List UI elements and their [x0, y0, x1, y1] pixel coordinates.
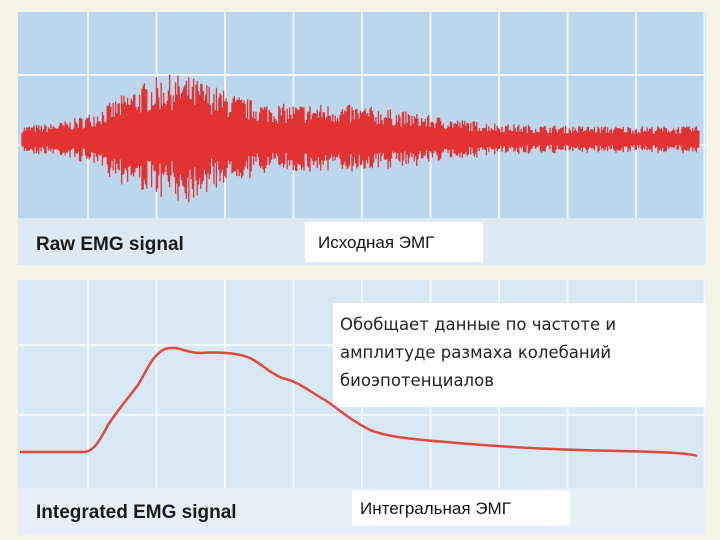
- integrated-caption: Интегральная ЭМГ: [360, 499, 511, 518]
- note-line: Обобщает данные по частоте и: [340, 315, 616, 334]
- integrated-label: Integrated EMG signal: [36, 502, 237, 523]
- raw-label: Raw EMG signal: [36, 234, 184, 255]
- raw-emg-trace: [21, 74, 700, 203]
- integrated-caption-box: [352, 490, 570, 526]
- note-line: биоэпотенциалов: [340, 371, 494, 390]
- note-box: [333, 303, 706, 407]
- note-line: амплитуде размаха колебаний: [340, 343, 611, 362]
- integrated-emg-curve: [20, 346, 698, 458]
- raw-caption-box: [305, 222, 483, 262]
- raw-emg-wave: [21, 74, 700, 203]
- raw-caption: Исходная ЭМГ: [318, 233, 434, 252]
